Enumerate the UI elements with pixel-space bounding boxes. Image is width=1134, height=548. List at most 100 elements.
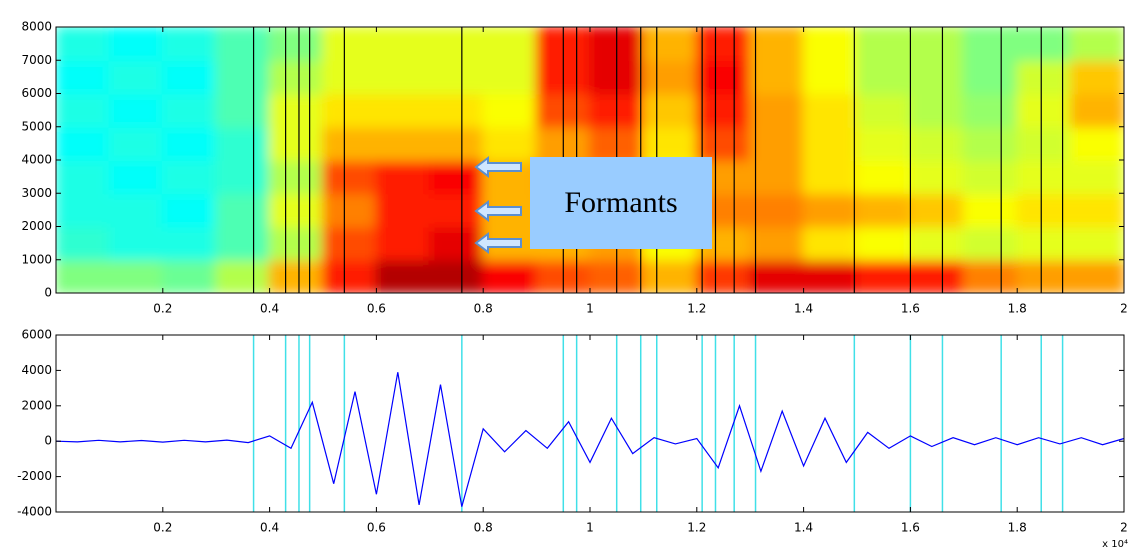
heatmap-cell bbox=[322, 125, 378, 161]
y-tick-label: 0 bbox=[44, 434, 52, 448]
heatmap-cell bbox=[749, 225, 805, 261]
heatmap-cell bbox=[56, 125, 111, 161]
heatmap-cell bbox=[695, 258, 752, 293]
heatmap-cell bbox=[215, 258, 271, 293]
axes-box bbox=[55, 334, 1125, 513]
heatmap-cell bbox=[161, 125, 218, 161]
heatmap-cell bbox=[962, 92, 1019, 128]
heatmap-cell bbox=[1016, 92, 1072, 128]
heatmap-cell bbox=[962, 225, 1019, 261]
x-tick-label: 0.4 bbox=[260, 302, 279, 316]
heatmap-cell bbox=[856, 27, 912, 62]
axes-box bbox=[55, 26, 1125, 294]
heatmap-cell bbox=[642, 125, 698, 161]
heatmap-cell bbox=[268, 27, 324, 62]
heatmap-cell bbox=[268, 258, 324, 293]
y-tick-label: 5000 bbox=[21, 119, 52, 133]
heatmap-cell bbox=[1069, 92, 1124, 128]
heatmap-cell bbox=[695, 27, 752, 62]
waveform bbox=[55, 372, 1125, 507]
x-tick-label: 1.6 bbox=[901, 302, 920, 316]
heatmap-cell bbox=[375, 225, 431, 261]
x-tick-label: 1.6 bbox=[901, 521, 920, 535]
heatmap-cell bbox=[909, 225, 965, 261]
heatmap-cell bbox=[161, 159, 218, 195]
heatmap-cell bbox=[856, 59, 912, 95]
heatmap-cell bbox=[268, 59, 324, 95]
heatmap-cell bbox=[749, 192, 805, 228]
x-tick-label: 1.8 bbox=[1008, 521, 1027, 535]
heatmap-cell bbox=[1069, 225, 1124, 261]
heatmap-cell bbox=[962, 258, 1019, 293]
y-tick-label: 4000 bbox=[21, 363, 52, 377]
heatmap-cell bbox=[375, 125, 431, 161]
heatmap-cell bbox=[802, 27, 858, 62]
heatmap-cell bbox=[215, 225, 271, 261]
x-tick-label: 1.4 bbox=[794, 521, 813, 535]
heatmap-cell bbox=[1069, 125, 1124, 161]
heatmap-cell bbox=[909, 27, 965, 62]
heatmap-cell bbox=[108, 159, 164, 195]
heatmap-cell bbox=[56, 92, 111, 128]
heatmap-cell bbox=[56, 59, 111, 95]
heatmap-cell bbox=[1069, 258, 1124, 293]
heatmap-cell bbox=[802, 92, 858, 128]
heatmap-cell bbox=[375, 92, 431, 128]
heatmap-cell bbox=[375, 59, 431, 95]
heatmap-cell bbox=[482, 258, 538, 293]
arrow bbox=[474, 200, 522, 222]
heatmap-cell bbox=[1069, 159, 1124, 195]
heatmap-cell bbox=[802, 59, 858, 95]
heatmap-cell bbox=[215, 92, 271, 128]
heatmap-cell bbox=[909, 125, 965, 161]
heatmap-cell bbox=[322, 92, 378, 128]
x-tick-label: 0.2 bbox=[153, 302, 172, 316]
heatmap-cell bbox=[375, 192, 431, 228]
y-tick-label: 0 bbox=[44, 286, 52, 300]
x-tick-label: 1 bbox=[586, 521, 594, 535]
x-tick-label: 1.2 bbox=[687, 302, 706, 316]
heatmap-cell bbox=[1016, 225, 1072, 261]
y-tick-label: 2000 bbox=[21, 219, 52, 233]
heatmap-cell bbox=[695, 59, 752, 95]
heatmap-cell bbox=[856, 192, 912, 228]
heatmap-cell bbox=[642, 92, 698, 128]
heatmap-cell bbox=[642, 59, 698, 95]
heatmap-cell bbox=[749, 258, 805, 293]
heatmap-cell bbox=[482, 59, 538, 95]
heatmap-cell bbox=[161, 27, 218, 62]
heatmap-cell bbox=[322, 59, 378, 95]
heatmap-cell bbox=[909, 59, 965, 95]
heatmap-cell bbox=[108, 225, 164, 261]
y-tick-label: -4000 bbox=[17, 505, 52, 519]
heatmap-cell bbox=[56, 225, 111, 261]
y-tick-label: 6000 bbox=[21, 86, 52, 100]
x-tick-label: 0.8 bbox=[474, 302, 493, 316]
heatmap-cell bbox=[1069, 27, 1124, 62]
heatmap-cell bbox=[322, 258, 378, 293]
annotation-box bbox=[530, 157, 712, 249]
heatmap-cell bbox=[1016, 125, 1072, 161]
heatmap-cell bbox=[375, 159, 431, 195]
x-tick-label: 0.4 bbox=[260, 521, 279, 535]
heatmap-cell bbox=[909, 92, 965, 128]
formant-arrows bbox=[474, 156, 522, 254]
x-tick-label: 1.4 bbox=[794, 302, 813, 316]
heatmap-cell bbox=[161, 258, 218, 293]
heatmap-cell bbox=[642, 258, 698, 293]
y-tick-label: 7000 bbox=[21, 53, 52, 67]
heatmap-cell bbox=[322, 159, 378, 195]
heatmap-cell bbox=[1016, 27, 1072, 62]
y-tick-label: -2000 bbox=[17, 469, 52, 483]
heatmap-cell bbox=[856, 225, 912, 261]
heatmap-cell bbox=[749, 92, 805, 128]
x-exponent-label: x 10⁴ bbox=[1102, 539, 1128, 548]
heatmap-cell bbox=[749, 27, 805, 62]
heatmap-cell bbox=[375, 258, 431, 293]
spectrogram-axes: 0.2 0.4 0.6 0.8 1 1.2 1.4 1.6 1.8 2 0 1000 2000 3000 4… bbox=[21, 20, 1127, 316]
heatmap-cell bbox=[215, 59, 271, 95]
x-tick-label: 1.8 bbox=[1008, 302, 1027, 316]
heatmap-cell bbox=[428, 192, 485, 228]
heatmap-cell bbox=[108, 92, 164, 128]
